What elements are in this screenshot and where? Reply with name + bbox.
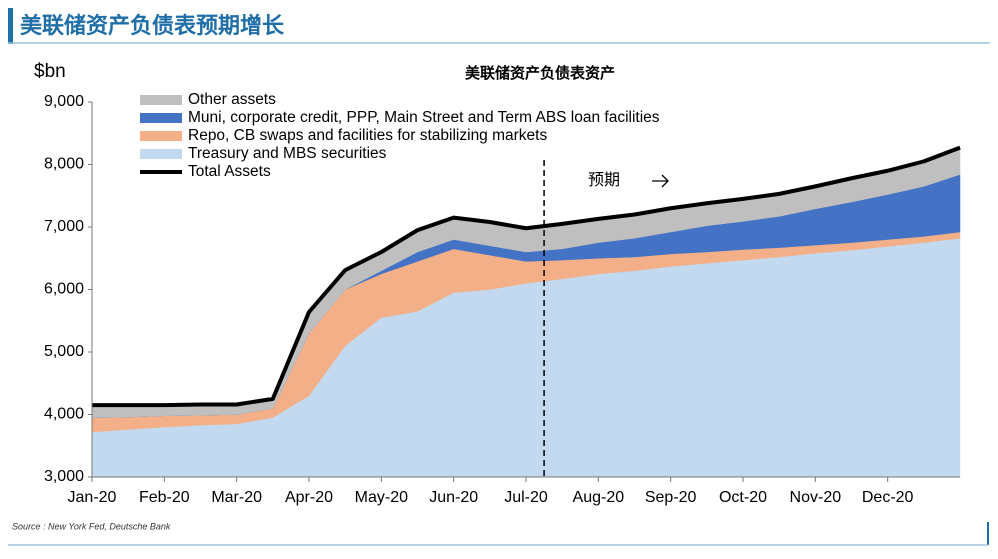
header-bar bbox=[8, 8, 13, 44]
source: Source : New York Fed, Deutsche Bank bbox=[12, 521, 171, 531]
x-tick-label: Mar-20 bbox=[211, 489, 262, 506]
y-tick-label: 3,000 bbox=[44, 468, 84, 485]
legend-label: Treasury and MBS securities bbox=[188, 145, 387, 162]
y-tick-label: 6,000 bbox=[44, 281, 84, 298]
x-tick-label: Jan-20 bbox=[68, 489, 117, 506]
x-tick-label: Apr-20 bbox=[285, 489, 333, 506]
x-tick-label: Dec-20 bbox=[862, 489, 914, 506]
legend-label: Muni, corporate credit, PPP, Main Street… bbox=[188, 109, 660, 126]
x-tick-label: Jun-20 bbox=[429, 489, 478, 506]
y-tick-label: 8,000 bbox=[44, 156, 84, 173]
legend-swatch bbox=[140, 149, 182, 159]
annotation-arrow bbox=[652, 174, 669, 188]
chart-title: 美联储资产负债表资产 bbox=[465, 64, 615, 82]
x-tick-label: Oct-20 bbox=[719, 489, 767, 506]
legend-swatch bbox=[140, 95, 182, 105]
legend-swatch bbox=[140, 113, 182, 123]
x-tick-label: May-20 bbox=[355, 489, 408, 506]
annotation: 预期 bbox=[588, 171, 620, 189]
y-tick-label: 4,000 bbox=[44, 406, 84, 423]
y-axis-label: $bn bbox=[34, 61, 66, 82]
x-tick-label: Jul-20 bbox=[504, 489, 548, 506]
total-line bbox=[92, 145, 961, 408]
legend-label: Total Assets bbox=[188, 163, 271, 180]
page-title: 美联储资产负债表预期增长 bbox=[20, 13, 285, 39]
x-tick-label: Nov-20 bbox=[790, 489, 842, 506]
x-tick-label: Aug-20 bbox=[573, 489, 625, 506]
x-tick-label: Sep-20 bbox=[645, 489, 697, 506]
legend-label: Other assets bbox=[188, 91, 276, 108]
legend-swatch bbox=[140, 131, 182, 141]
y-tick-label: 7,000 bbox=[44, 218, 84, 235]
y-tick-label: 5,000 bbox=[44, 343, 84, 360]
legend-label: Repo, CB swaps and facilities for stabil… bbox=[188, 127, 547, 144]
x-tick-label: Feb-20 bbox=[139, 489, 190, 506]
y-tick-label: 9,000 bbox=[44, 93, 84, 110]
